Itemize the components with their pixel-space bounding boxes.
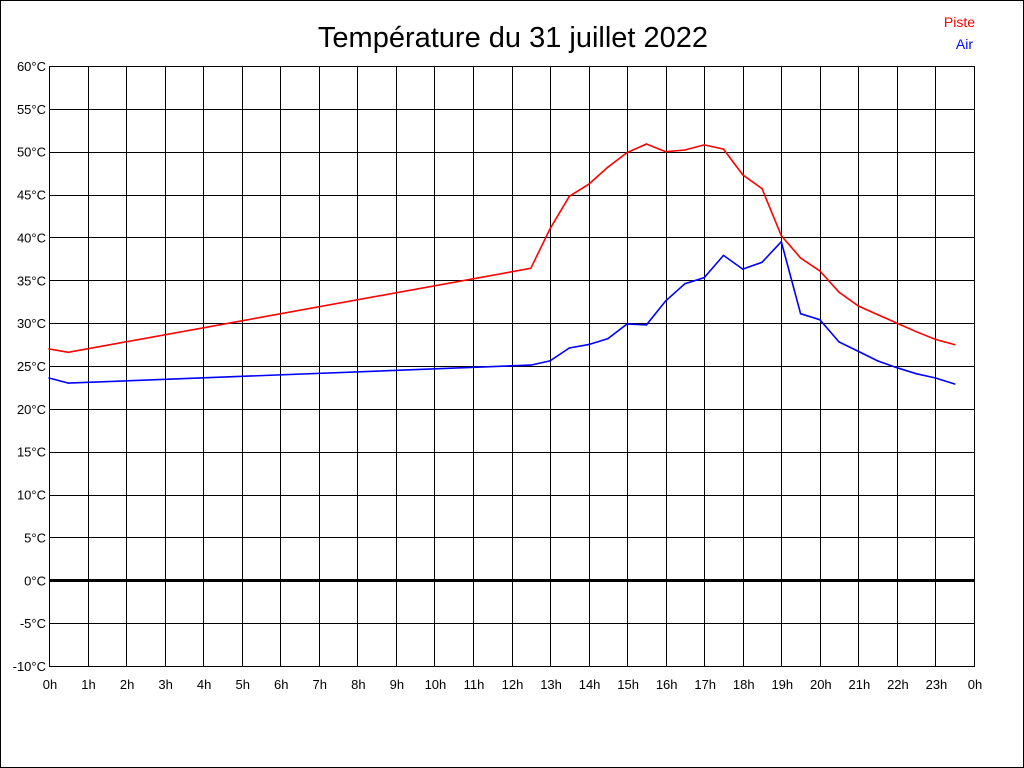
x-tick-label: 11h [464, 677, 485, 692]
y-tick-label: 10°C [17, 488, 46, 503]
x-tick-label: 7h [313, 677, 327, 692]
data-point-piste [529, 267, 532, 270]
y-tick-label: 30°C [17, 316, 46, 331]
x-tick-label: 18h [733, 677, 755, 692]
chart-title: Température du 31 juillet 2022 [318, 22, 708, 54]
data-point-piste [664, 150, 667, 153]
legend-piste: Piste [944, 14, 975, 30]
x-tick-label: 0h [968, 677, 982, 692]
data-point-air [780, 240, 783, 243]
data-point-air [819, 318, 821, 321]
data-point-air [838, 341, 840, 343]
data-point-piste [819, 270, 821, 272]
data-point-air [799, 312, 802, 315]
y-tick-label: 5°C [24, 530, 46, 545]
data-point-air [67, 382, 70, 384]
data-point-piste [896, 322, 898, 324]
data-point-piste [549, 228, 551, 230]
x-tick-label: 22h [887, 677, 909, 692]
data-point-piste [799, 257, 802, 259]
y-tick-label: 35°C [17, 273, 46, 288]
x-tick-label: 21h [849, 677, 871, 692]
y-tick-label: 0°C [24, 573, 46, 588]
data-point-air [607, 337, 609, 340]
data-point-air [857, 350, 860, 353]
x-tick-label: 2h [120, 677, 134, 692]
x-tick-label: 12h [502, 677, 524, 692]
data-point-piste [626, 151, 628, 154]
data-point-air [684, 282, 686, 285]
data-point-piste [587, 183, 590, 186]
y-tick-label: 25°C [17, 359, 46, 374]
y-tick-label: -5°C [20, 616, 46, 631]
x-tick-label: 15h [617, 677, 639, 692]
x-tick-label: 1h [81, 677, 95, 692]
x-tick-label: 3h [158, 677, 172, 692]
x-tick-label: 4h [197, 677, 211, 692]
data-point-piste [48, 348, 50, 350]
y-tick-label: 20°C [17, 402, 46, 417]
data-point-piste [722, 148, 725, 150]
data-point-air [626, 323, 628, 325]
data-point-air [48, 377, 50, 379]
data-point-piste [953, 343, 956, 346]
data-point-piste [703, 144, 706, 146]
data-point-piste [934, 338, 937, 341]
data-point-piste [607, 166, 609, 168]
x-tick-label: 20h [810, 677, 832, 692]
data-point-air [953, 383, 956, 385]
data-point-air [587, 343, 590, 346]
data-point-piste [838, 291, 840, 294]
data-point-piste [876, 313, 879, 316]
data-point-air [741, 268, 744, 270]
data-point-air [703, 276, 706, 279]
data-point-piste [761, 187, 763, 190]
x-tick-label: 0h [43, 677, 57, 692]
data-point-air [761, 261, 763, 264]
y-tick-label: 40°C [17, 230, 46, 245]
data-point-air [876, 360, 879, 362]
y-tick-label: 55°C [17, 102, 46, 117]
series-line-air [48, 240, 955, 385]
y-tick-label: 60°C [17, 59, 46, 74]
data-point-air [896, 366, 898, 369]
y-tick-label: 45°C [17, 188, 46, 203]
data-point-piste [684, 149, 686, 151]
data-point-piste [857, 305, 860, 307]
x-tick-label: 23h [926, 677, 948, 692]
data-point-piste [741, 174, 744, 176]
data-point-air [934, 377, 937, 379]
data-point-air [664, 300, 667, 302]
data-point-air [529, 364, 532, 366]
x-tick-label: 9h [390, 677, 404, 692]
data-point-air [568, 347, 571, 349]
x-tick-label: 14h [579, 677, 601, 692]
legend-air: Air [956, 36, 973, 52]
x-tick-label: 6h [274, 677, 288, 692]
data-point-air [645, 324, 648, 326]
x-tick-label: 8h [351, 677, 365, 692]
data-point-piste [67, 351, 70, 354]
data-point-piste [568, 195, 571, 198]
series-line-piste [48, 143, 955, 354]
data-point-air [722, 254, 725, 257]
data-point-piste [780, 234, 783, 237]
x-tick-label: 19h [771, 677, 793, 692]
y-tick-label: 50°C [17, 145, 46, 160]
data-point-air [915, 372, 917, 375]
y-tick-label: -10°C [13, 659, 46, 674]
x-tick-label: 16h [656, 677, 678, 692]
x-tick-label: 5h [235, 677, 249, 692]
x-tick-label: 17h [694, 677, 716, 692]
x-tick-label: 13h [540, 677, 562, 692]
data-point-air [549, 360, 551, 362]
data-point-piste [915, 330, 917, 333]
y-tick-label: 15°C [17, 445, 46, 460]
x-tick-label: 10h [425, 677, 447, 692]
data-point-piste [645, 143, 648, 145]
